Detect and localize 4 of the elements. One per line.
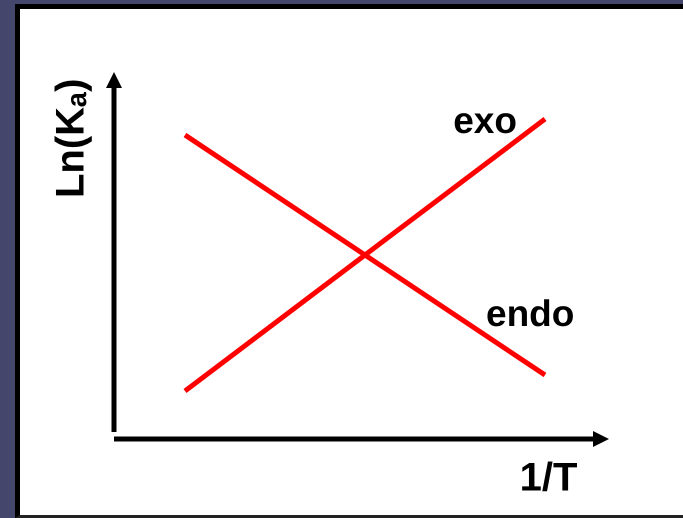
series-label: exo bbox=[453, 100, 517, 141]
series-label: endo bbox=[486, 293, 574, 334]
y-axis-title: Ln(Kₐ) bbox=[48, 78, 92, 198]
x-axis-title: 1/T bbox=[520, 456, 578, 500]
